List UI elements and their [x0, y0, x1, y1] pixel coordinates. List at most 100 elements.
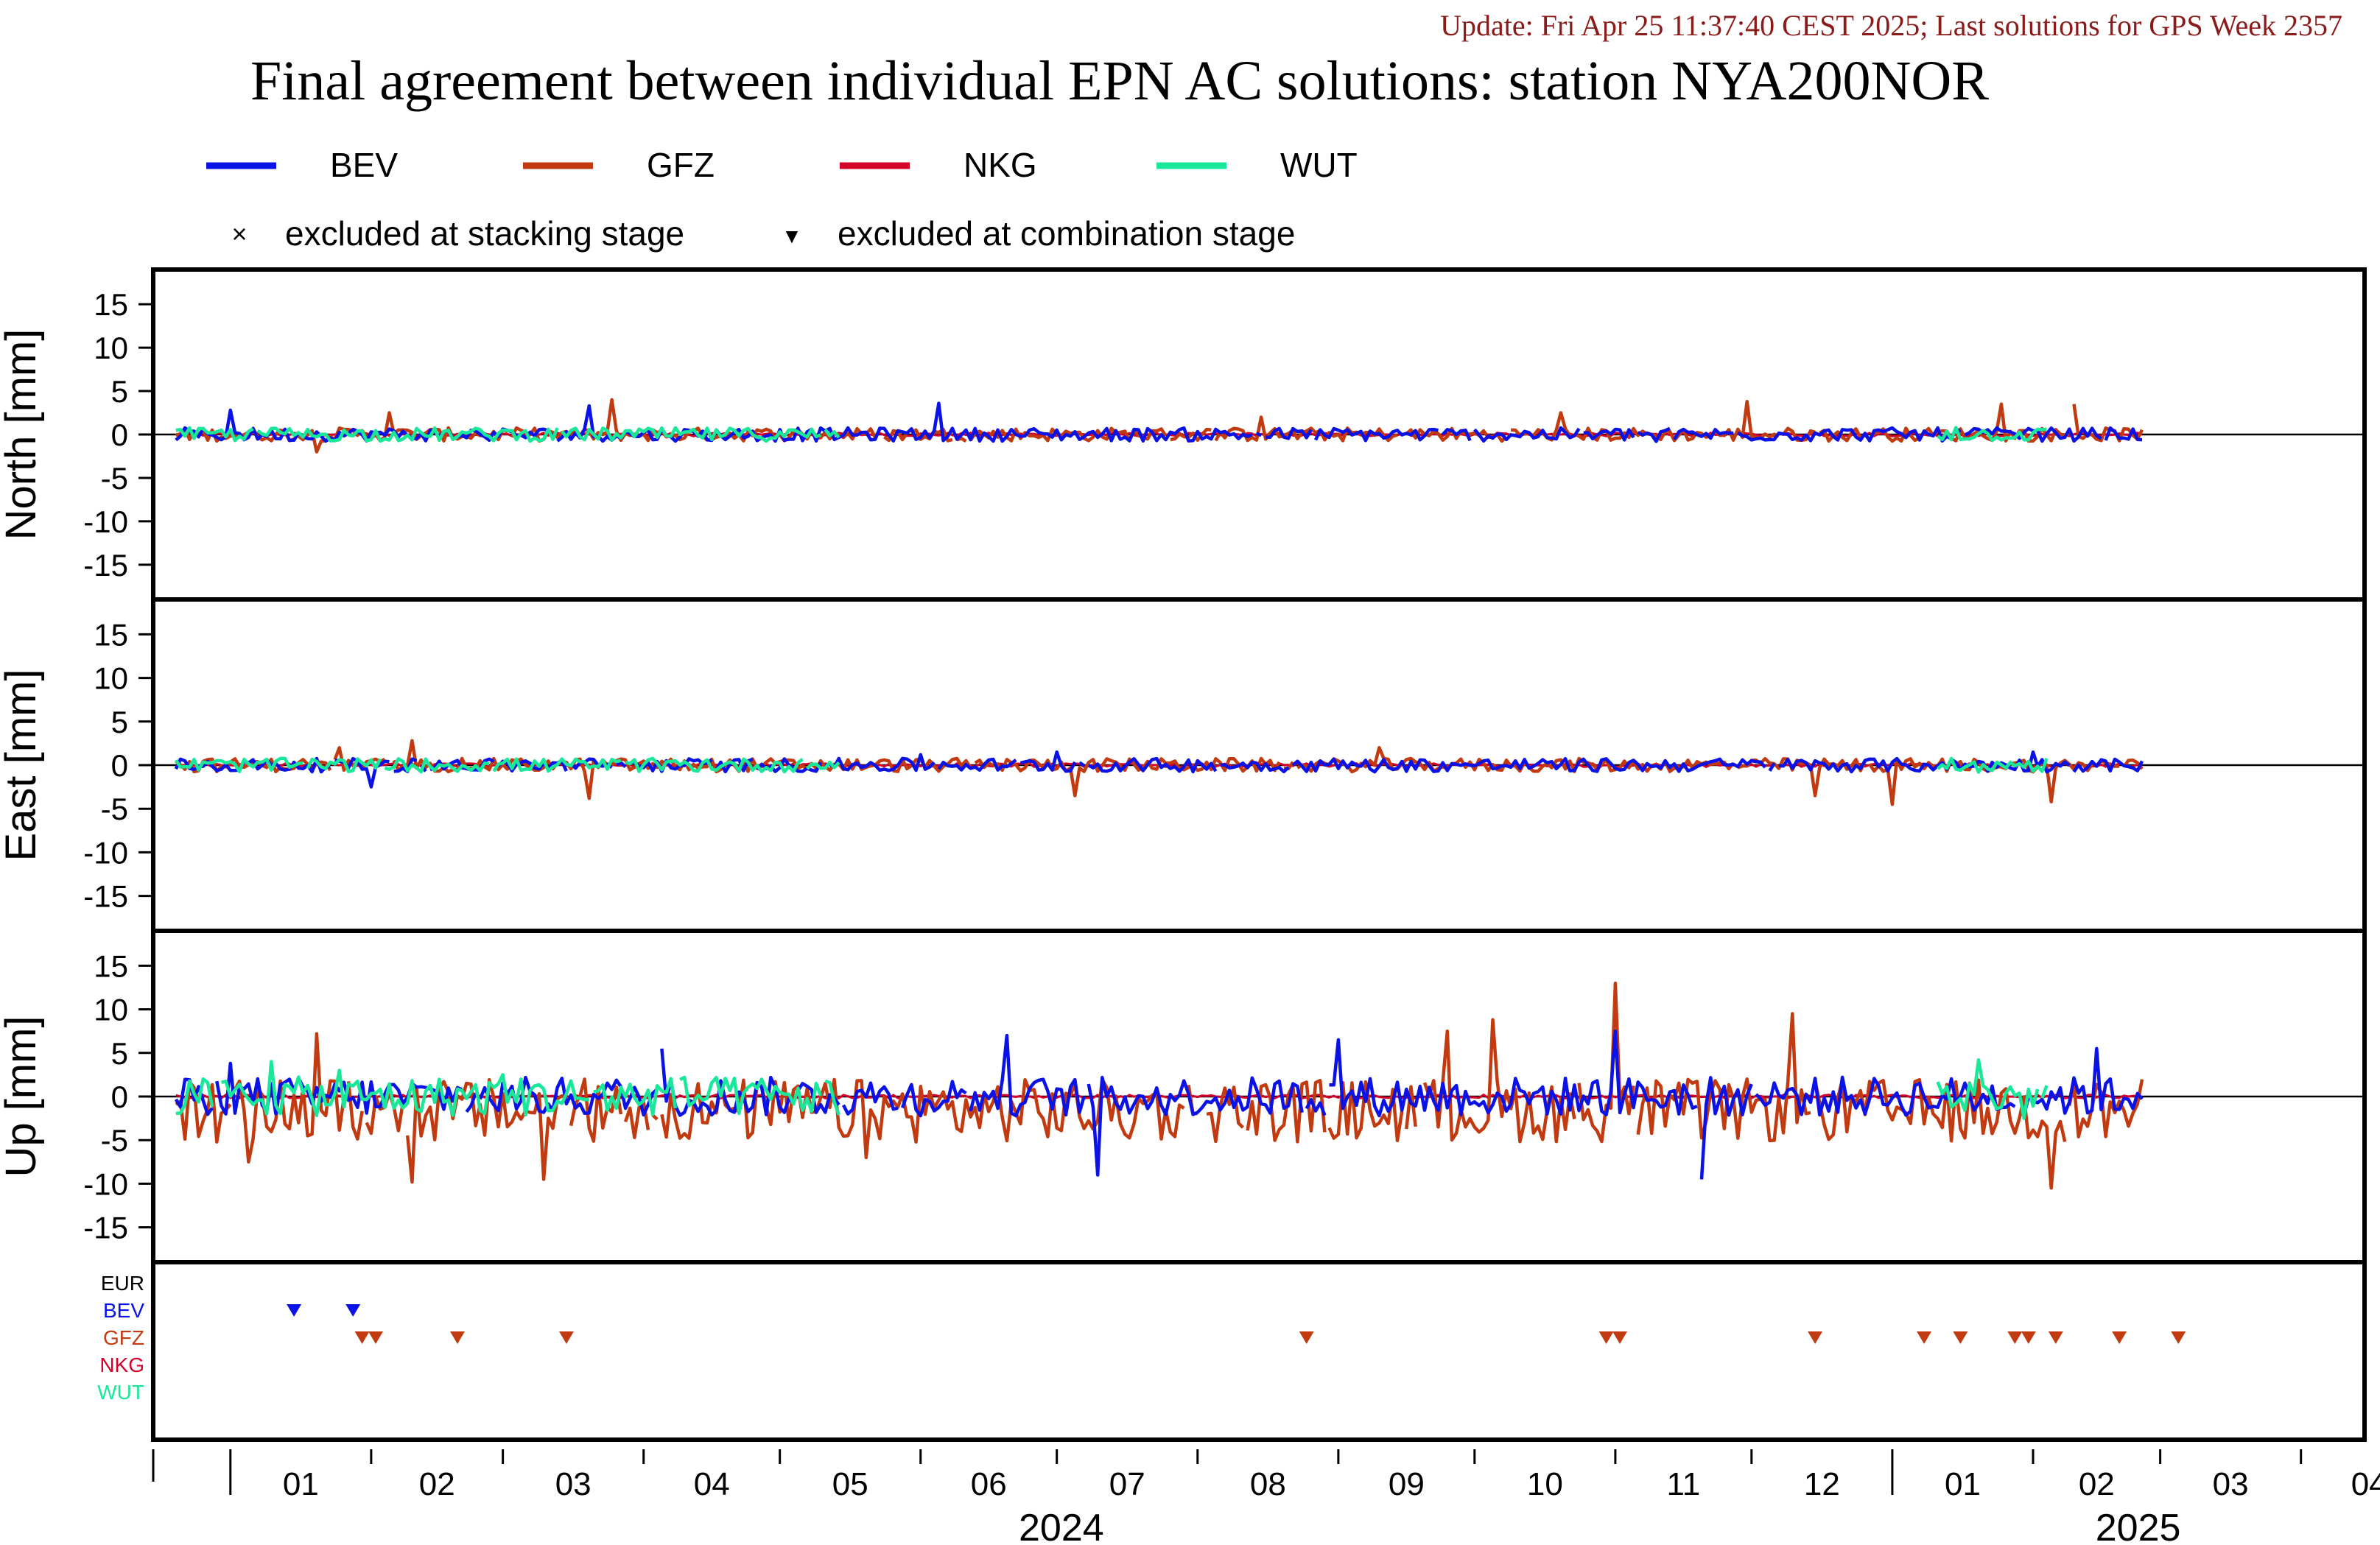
- y-tick-label: -10: [83, 504, 128, 539]
- series-gfz: [1246, 1078, 1327, 1144]
- series-bev: [478, 1075, 659, 1117]
- series-gfz: [1405, 1085, 1417, 1130]
- update-text: Update: Fri Apr 25 11:37:40 CEST 2025; L…: [1440, 9, 2342, 42]
- exclusion-marker: [1917, 1331, 1932, 1344]
- exclusion-marker: [1612, 1331, 1628, 1344]
- chart-title: Final agreement between individual EPN A…: [250, 50, 1989, 112]
- series-bev: [1087, 1075, 1304, 1177]
- series-bev: [1220, 760, 1290, 774]
- month-label: 08: [1250, 1466, 1286, 1502]
- series-wut: [175, 426, 254, 443]
- series-bev: [1755, 1075, 2016, 1117]
- legend-label-nkg: NKG: [963, 146, 1037, 184]
- series-wut: [384, 757, 490, 774]
- legend-label-wut: WUT: [1280, 146, 1358, 184]
- series-gfz: [234, 1032, 346, 1164]
- series-bev: [1768, 762, 1776, 772]
- month-label: 09: [1389, 1466, 1425, 1502]
- series-wut: [220, 1060, 589, 1118]
- series-bev: [556, 401, 1253, 443]
- series-wut: [806, 760, 840, 770]
- series-wut: [256, 426, 559, 443]
- month-label: 03: [555, 1466, 592, 1502]
- combination-marker-icon: ▼: [782, 225, 802, 247]
- exclusion-marker: [2021, 1331, 2036, 1344]
- exclusion-marker: [1953, 1331, 1968, 1344]
- series-bev: [1329, 1029, 1698, 1118]
- series-bev: [937, 757, 1017, 772]
- month-label: 11: [1667, 1466, 1701, 1502]
- month-label: 02: [2079, 1466, 2115, 1502]
- series-wut: [593, 1077, 678, 1116]
- exclusion-marker: [2048, 1331, 2063, 1344]
- month-label: 07: [1109, 1466, 1145, 1502]
- series-gfz: [1577, 981, 1635, 1144]
- series-bev: [1305, 1098, 1327, 1116]
- series-wut: [824, 1079, 840, 1116]
- y-tick-label: 0: [111, 1080, 128, 1114]
- y-tick-label: 10: [94, 993, 128, 1027]
- y-tick-label: 0: [111, 418, 128, 452]
- month-label: 04: [694, 1466, 730, 1502]
- y-tick-label: -10: [83, 1166, 128, 1201]
- series-gfz: [623, 1100, 650, 1139]
- series-bev: [1673, 427, 1734, 440]
- exclusion-marker: [558, 1331, 574, 1344]
- legend-label-bev: BEV: [330, 146, 398, 184]
- month-label: 01: [1945, 1466, 1981, 1502]
- series-bev: [1314, 426, 1439, 443]
- exclusion-marker: [2007, 1331, 2023, 1344]
- month-label: 04: [2351, 1466, 2380, 1502]
- series-wut: [174, 756, 303, 773]
- month-label: 05: [832, 1466, 868, 1502]
- y-tick-label: -5: [101, 792, 128, 826]
- y-tick-label: -5: [101, 461, 128, 496]
- exclusion-marker: [2171, 1331, 2186, 1344]
- series-bev: [393, 757, 418, 773]
- series-bev: [900, 1080, 967, 1118]
- series-bev: [841, 1081, 899, 1116]
- series-bev: [969, 1033, 1086, 1118]
- series-wut: [679, 1075, 823, 1116]
- series-wut: [1937, 756, 2049, 774]
- series-wut: [824, 429, 840, 439]
- y-axis-label: East [mm]: [0, 669, 45, 861]
- y-tick-label: -15: [83, 1211, 128, 1245]
- panel-up: 15 10 5 0 -5 -10 -15 Up [mm]: [0, 929, 2367, 1264]
- month-label: 01: [283, 1466, 319, 1502]
- y-tick-label: -10: [83, 835, 128, 870]
- series-bev: [1255, 432, 1263, 437]
- month-label: 10: [1527, 1466, 1563, 1502]
- y-axis-label: Up [mm]: [0, 1016, 45, 1177]
- series-bev: [615, 761, 627, 769]
- series-bev: [2104, 426, 2143, 442]
- exclusion-row-label-wut: WUT: [97, 1381, 144, 1404]
- y-tick-label: 10: [94, 661, 128, 696]
- series-gfz: [1422, 1018, 1576, 1144]
- exclusion-row-label-gfz: GFZ: [103, 1326, 144, 1349]
- exclusion-marker: [354, 1331, 370, 1344]
- series-gfz: [1170, 427, 1212, 442]
- series-bev: [1699, 1076, 1753, 1180]
- exclusion-marker: [450, 1331, 466, 1344]
- exclusion-marker: [287, 1304, 302, 1317]
- series-bev: [1473, 426, 1581, 443]
- panel-north: 15 10 5 0 -5 -10 -15 North [mm]: [0, 267, 2367, 602]
- series-wut: [625, 756, 804, 774]
- y-tick-label: -15: [83, 879, 128, 914]
- series-bev: [1737, 426, 1962, 443]
- series-wut: [175, 1077, 214, 1116]
- exclusion-marker: [1598, 1331, 1614, 1344]
- series-bev: [465, 1092, 477, 1113]
- y-tick-label: 10: [94, 331, 128, 365]
- legend-label-gfz: GFZ: [647, 146, 715, 184]
- series-wut: [1936, 1058, 2040, 1120]
- y-tick-label: 0: [111, 748, 128, 783]
- series-gfz: [346, 1081, 364, 1141]
- series-bev: [660, 1048, 840, 1117]
- series-gfz: [1206, 1085, 1245, 1144]
- series-gfz: [1813, 1077, 2067, 1190]
- series-gfz: [1636, 1012, 1811, 1143]
- series-bev: [1442, 428, 1472, 442]
